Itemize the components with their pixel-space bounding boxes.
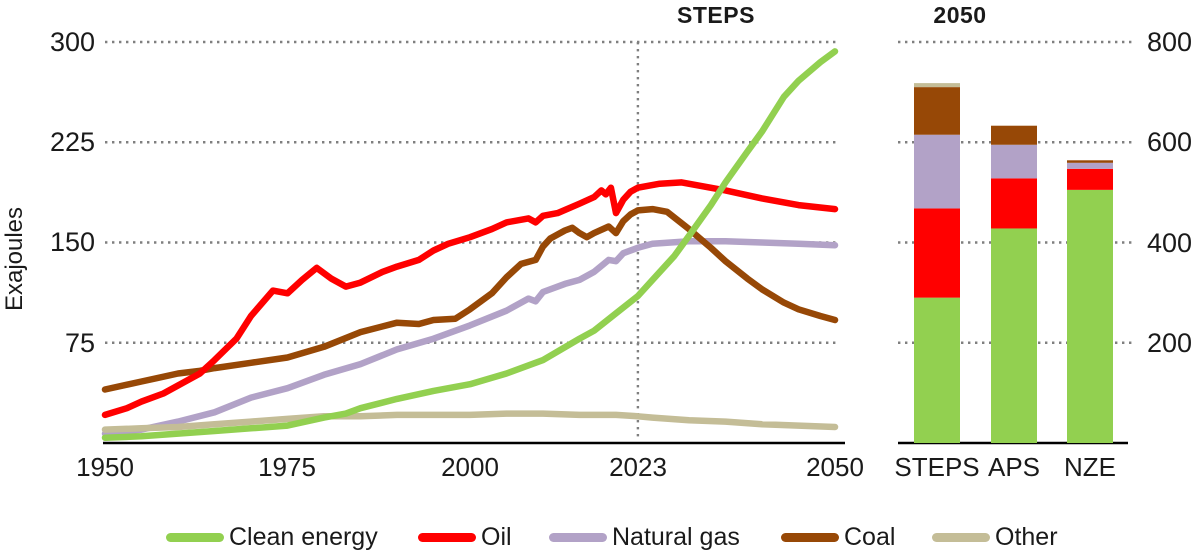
line-series-gas	[101, 237, 839, 437]
legend-label: Oil	[481, 523, 512, 551]
bar-nze-segment-oil	[1067, 168, 1113, 190]
y-tick-600: 600	[1147, 127, 1193, 157]
bar-aps-segment-oil	[991, 178, 1037, 229]
bar-steps-segment-coal	[914, 87, 960, 135]
y-tick-225: 225	[49, 127, 95, 157]
bar-aps-segment-gas	[991, 144, 1037, 179]
y-tick-150: 150	[49, 227, 95, 257]
bar-steps-segment-oil	[914, 208, 960, 298]
y-tick-400: 400	[1147, 228, 1193, 258]
y-tick-75: 75	[64, 328, 95, 358]
line-series-other	[101, 410, 839, 433]
right-chart-title: 2050	[933, 2, 987, 28]
bar-nze-segment-clean	[1067, 189, 1113, 443]
bar-label-nze: NZE	[1064, 452, 1116, 482]
legend-item-other: Other	[932, 521, 1058, 553]
x-tick-2050: 2050	[806, 452, 864, 482]
bar-aps-segment-coal	[991, 125, 1037, 145]
bar-steps-segment-clean	[914, 297, 960, 443]
line-series-clean	[101, 48, 839, 441]
bar-steps-segment-gas	[914, 134, 960, 209]
y-tick-200: 200	[1147, 328, 1193, 358]
other-swatch-icon	[932, 532, 990, 542]
legend-label: Other	[995, 523, 1058, 551]
left-chart-title: STEPS	[677, 2, 755, 28]
y-tick-800: 800	[1147, 27, 1193, 57]
legend-item-coal: Coal	[781, 521, 895, 553]
legend-label: Coal	[844, 523, 896, 551]
oil-swatch-icon	[418, 532, 476, 542]
x-tick-1975: 1975	[258, 452, 316, 482]
y-tick-300: 300	[49, 27, 95, 57]
x-tick-2023: 2023	[609, 452, 667, 482]
legend-item-natural-gas: Natural gas	[549, 521, 740, 553]
y-axis-title: Exajoules	[1, 206, 28, 312]
clean-energy-swatch-icon	[166, 532, 224, 542]
natural-gas-swatch-icon	[549, 532, 607, 542]
bar-nze-segment-coal	[1067, 160, 1113, 163]
bar-aps-segment-clean	[991, 228, 1037, 443]
coal-swatch-icon	[781, 532, 839, 542]
line-series-coal	[101, 205, 839, 393]
x-tick-1950: 1950	[76, 452, 134, 482]
legend-item-clean-energy: Clean energy	[166, 521, 378, 553]
legend-label: Clean energy	[229, 523, 378, 551]
bar-label-aps: APS	[987, 452, 1041, 482]
bar-steps-segment-other	[914, 83, 960, 88]
bar-nze-segment-gas	[1067, 162, 1113, 169]
legend-label: Natural gas	[612, 523, 740, 551]
bar-label-steps: STEPS	[894, 452, 980, 482]
line-series-oil	[101, 179, 839, 419]
legend-item-oil: Oil	[418, 521, 512, 553]
x-tick-2000: 2000	[441, 452, 499, 482]
